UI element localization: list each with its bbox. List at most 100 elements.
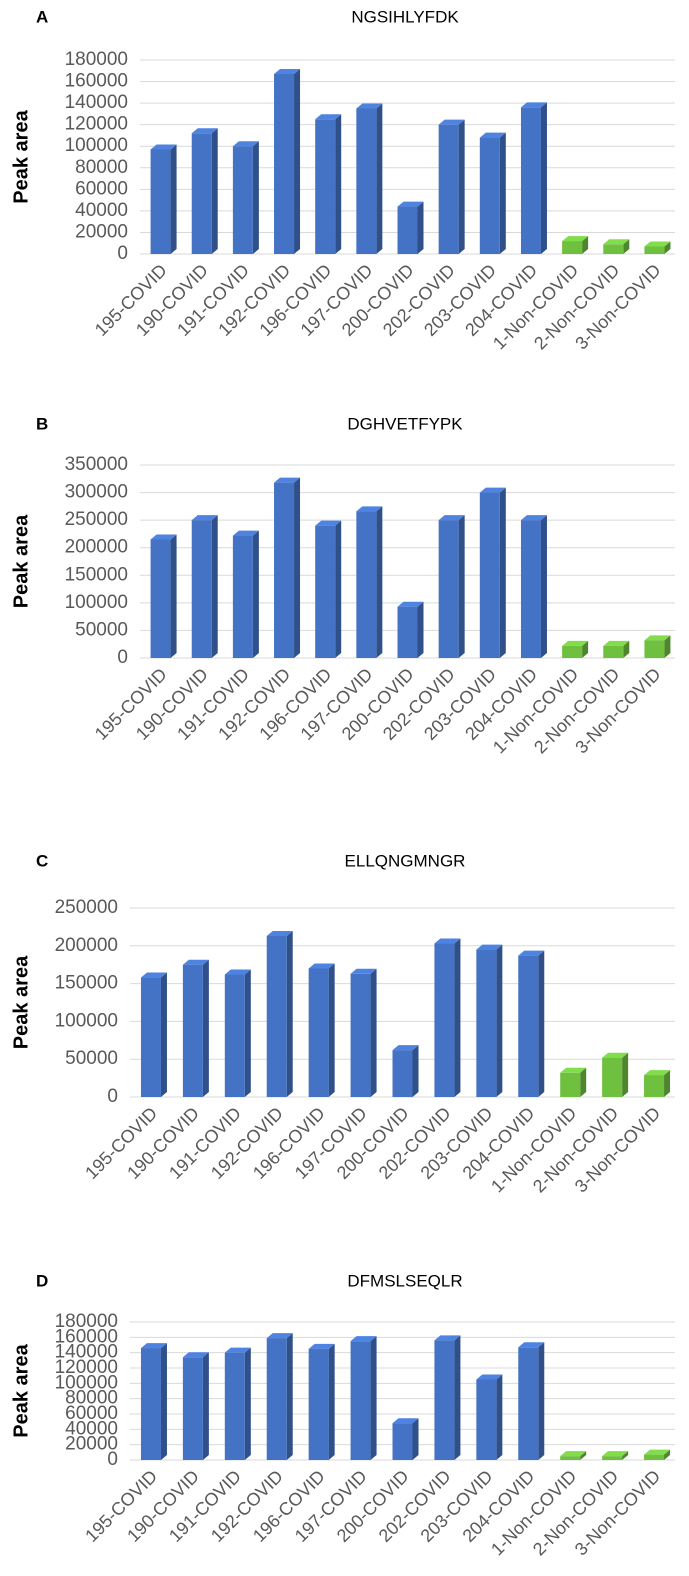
y-tick-label: 80000 <box>75 157 128 178</box>
bar <box>350 973 371 1097</box>
bar-side <box>160 972 167 1097</box>
bar-top <box>602 1052 629 1058</box>
bar <box>602 1057 623 1097</box>
y-tick-label: 160000 <box>55 1326 118 1347</box>
bar-top <box>356 506 383 512</box>
bar <box>434 1340 455 1460</box>
bar-side <box>540 102 547 254</box>
y-tick-label: 250000 <box>55 897 118 918</box>
chart-title: ELLQNGMNGR <box>345 851 466 870</box>
bar-side <box>580 1451 587 1460</box>
bar <box>392 1050 413 1097</box>
bar-side <box>211 128 218 254</box>
bar-top <box>150 534 177 540</box>
bar-side <box>664 635 671 658</box>
bar-side <box>170 534 177 658</box>
bar <box>392 1423 413 1460</box>
bar-side <box>622 1451 629 1460</box>
y-tick-label: 0 <box>117 243 128 264</box>
bar-side <box>417 601 424 658</box>
bar-side <box>412 1045 419 1097</box>
bar-top <box>191 515 218 521</box>
bar-side <box>458 515 465 658</box>
y-axis-label: Peak area <box>10 955 32 1049</box>
bar-top <box>479 487 506 493</box>
bar-side <box>244 1347 251 1460</box>
bar-side <box>538 1342 545 1460</box>
bar <box>232 146 253 254</box>
bar <box>315 119 336 255</box>
bar <box>182 1357 203 1460</box>
bar-top <box>560 1451 587 1457</box>
bar-top <box>232 141 259 147</box>
panel-label: A <box>36 7 48 26</box>
bar-side <box>211 515 218 658</box>
y-tick-label: 60000 <box>75 178 128 199</box>
bar <box>191 133 212 254</box>
bar <box>182 964 203 1097</box>
bar-top <box>562 640 589 646</box>
bar <box>560 1072 581 1097</box>
bar <box>224 974 245 1097</box>
bar <box>266 1338 287 1460</box>
bar <box>356 108 377 254</box>
bar-top <box>644 635 671 641</box>
panel-label: B <box>36 414 48 433</box>
bar-top <box>232 530 259 536</box>
bar-top <box>350 1336 377 1342</box>
bar <box>520 520 541 658</box>
bar-top <box>392 1418 419 1424</box>
bar <box>308 968 329 1097</box>
bar <box>150 149 171 254</box>
bar <box>476 949 497 1097</box>
bar-top <box>560 1067 587 1073</box>
bar <box>603 645 624 658</box>
bar <box>140 977 161 1097</box>
bar-side <box>496 944 503 1097</box>
bar-top <box>140 1343 167 1349</box>
bar-top <box>479 132 506 138</box>
bar-side <box>328 963 335 1097</box>
bar-side <box>244 969 251 1097</box>
y-tick-label: 40000 <box>65 1418 118 1439</box>
bar <box>602 1456 623 1460</box>
bar-side <box>335 520 342 658</box>
bar <box>397 606 418 658</box>
bar <box>350 1341 371 1460</box>
bar <box>644 1075 665 1097</box>
y-tick-label: 180000 <box>65 49 128 70</box>
y-tick-label: 0 <box>107 1449 118 1470</box>
bar-top <box>182 1352 209 1358</box>
bar-top <box>603 239 630 245</box>
chart-title: NGSIHLYFDK <box>351 7 459 26</box>
bar-top <box>150 144 177 150</box>
bar-top <box>644 1449 671 1455</box>
bar-top <box>308 963 335 969</box>
bar-side <box>286 1333 293 1460</box>
y-tick-label: 100000 <box>55 1010 118 1031</box>
bar-top <box>140 972 167 978</box>
bar-top <box>476 944 503 950</box>
y-tick-label: 250000 <box>65 509 128 530</box>
bar-side <box>294 477 301 658</box>
bar-side <box>622 1052 629 1097</box>
bar <box>397 206 418 254</box>
bar-side <box>623 239 630 254</box>
bar-side <box>202 959 209 1097</box>
y-tick-label: 150000 <box>55 973 118 994</box>
bar-side <box>335 114 342 255</box>
y-tick-label: 140000 <box>55 1342 118 1363</box>
bar <box>603 244 624 254</box>
panel-label: D <box>36 1271 48 1290</box>
bar-side <box>376 103 383 254</box>
bar <box>232 535 253 658</box>
bar <box>476 1379 497 1460</box>
bar-top <box>603 640 630 646</box>
y-tick-label: 150000 <box>65 564 128 585</box>
y-tick-label: 100000 <box>55 1372 118 1393</box>
y-tick-label: 40000 <box>75 200 128 221</box>
bar-side <box>580 1067 587 1097</box>
panel-label: C <box>36 851 48 870</box>
bar-top <box>434 938 461 944</box>
y-tick-label: 60000 <box>65 1403 118 1424</box>
